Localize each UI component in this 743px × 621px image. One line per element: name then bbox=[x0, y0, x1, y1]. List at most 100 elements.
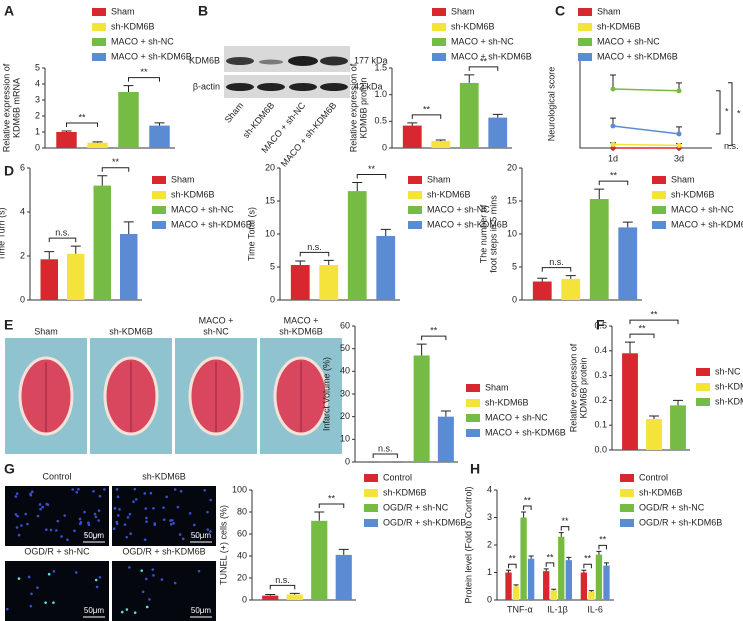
panel-letter: C bbox=[555, 3, 565, 19]
blot-row-label: β-actin bbox=[193, 81, 220, 91]
significance-bracket bbox=[560, 526, 570, 531]
series-line bbox=[612, 143, 680, 147]
bar bbox=[290, 265, 310, 300]
nucleus bbox=[52, 601, 55, 604]
nucleus bbox=[123, 523, 127, 526]
series-point bbox=[676, 131, 682, 137]
legend-label: MACO + sh-KDM6B bbox=[171, 219, 252, 229]
y-tick-label: 100 bbox=[232, 484, 247, 494]
x-tick-label: IL-6 bbox=[587, 604, 603, 614]
bar bbox=[505, 572, 512, 600]
error-bar bbox=[528, 555, 534, 559]
nucleus bbox=[115, 520, 119, 524]
nucleus bbox=[169, 519, 172, 522]
nucleus bbox=[93, 512, 97, 516]
bar bbox=[527, 558, 535, 600]
panel-letter: F bbox=[596, 317, 605, 333]
y-tick-label: 80 bbox=[237, 506, 247, 516]
nucleus bbox=[95, 585, 99, 589]
micrograph bbox=[5, 486, 109, 546]
bar bbox=[93, 185, 111, 300]
nucleus bbox=[152, 574, 155, 577]
nucleus bbox=[78, 522, 82, 526]
significance-bracket bbox=[468, 66, 499, 71]
nucleus bbox=[115, 488, 119, 491]
error-bar bbox=[92, 141, 103, 143]
legend-swatch bbox=[364, 504, 378, 512]
nucleus bbox=[162, 506, 165, 509]
nucleus bbox=[145, 577, 148, 581]
significance-bracket bbox=[598, 544, 607, 550]
legend-swatch bbox=[92, 23, 106, 31]
error-bar bbox=[506, 569, 512, 573]
significance-label: n.s. bbox=[378, 443, 393, 453]
significance-label: n.s. bbox=[55, 227, 70, 237]
nucleus bbox=[141, 590, 145, 594]
series-line bbox=[612, 125, 680, 135]
significance-bracket bbox=[629, 319, 679, 325]
nucleus bbox=[153, 523, 157, 527]
bar bbox=[532, 281, 552, 300]
nucleus bbox=[94, 515, 98, 519]
bar bbox=[431, 141, 451, 148]
legend-swatch bbox=[408, 176, 422, 184]
micrograph-label: OGD/R + sh-KDM6B bbox=[122, 546, 205, 556]
y-axis-label: Relative expression of bbox=[348, 63, 358, 152]
y-tick-label: 0.5 bbox=[374, 116, 387, 126]
error-bar bbox=[314, 511, 325, 521]
significance-bracket bbox=[101, 167, 130, 172]
legend-swatch bbox=[466, 399, 480, 407]
legend-label: OGD/R + sh-NC bbox=[383, 502, 449, 512]
bar bbox=[603, 565, 610, 600]
nucleus bbox=[178, 533, 182, 536]
error-bar bbox=[70, 245, 81, 254]
brain-label: MACO + bbox=[199, 315, 234, 325]
significance-bracket bbox=[541, 267, 572, 272]
error-bar bbox=[407, 122, 418, 126]
legend-label: MACO + sh-NC bbox=[171, 204, 234, 214]
nucleus bbox=[84, 533, 87, 536]
legend-label: sh-KDM6B bbox=[597, 21, 641, 31]
legend-swatch bbox=[364, 489, 378, 497]
significance-label: ** bbox=[638, 323, 646, 333]
nucleus bbox=[125, 535, 129, 539]
nucleus bbox=[103, 488, 106, 491]
y-axis-label: Relative expression of bbox=[568, 343, 578, 432]
nucleus bbox=[152, 507, 155, 510]
blot-lane-label: MACO + sh-KDM6B bbox=[279, 100, 339, 168]
y-tick-label: 3 bbox=[487, 512, 492, 522]
y-tick-label: 1.0 bbox=[374, 89, 387, 99]
series-point bbox=[676, 142, 682, 148]
legend-label: sh-KDM6B#1 bbox=[715, 381, 743, 391]
nucleus bbox=[143, 538, 147, 542]
error-bar bbox=[649, 415, 659, 419]
legend-swatch bbox=[408, 206, 422, 214]
brain-label: sh-KDM6B bbox=[279, 326, 323, 336]
legend-label: sh-KDM6B bbox=[671, 189, 715, 199]
significance-label: ** bbox=[78, 112, 86, 122]
x-tick-label: IL-1β bbox=[547, 604, 568, 614]
nucleus bbox=[98, 575, 102, 579]
nucleus bbox=[149, 491, 153, 495]
y-axis-label: KDM6B protein bbox=[578, 357, 588, 418]
scale-label: 50μm bbox=[191, 606, 212, 615]
y-axis-label: Relative expression of bbox=[1, 63, 11, 152]
y-axis-label: foot steps in 5 mins bbox=[488, 195, 498, 273]
legend-label: sh-KDM6B bbox=[639, 487, 683, 497]
nucleus bbox=[132, 500, 135, 504]
nucleus bbox=[116, 495, 120, 499]
nucleus bbox=[145, 520, 148, 523]
nucleus bbox=[188, 512, 192, 515]
error-bar bbox=[588, 590, 594, 592]
nucleus bbox=[6, 607, 9, 611]
error-bar bbox=[44, 251, 55, 260]
panel-letter: B bbox=[198, 3, 208, 19]
bar bbox=[618, 227, 638, 300]
nucleus bbox=[169, 523, 173, 526]
legend-swatch bbox=[652, 176, 666, 184]
y-tick-label: 10 bbox=[340, 434, 350, 444]
blot-band bbox=[289, 83, 317, 91]
bar bbox=[589, 199, 609, 300]
nucleus bbox=[203, 488, 206, 492]
bar bbox=[319, 265, 339, 300]
